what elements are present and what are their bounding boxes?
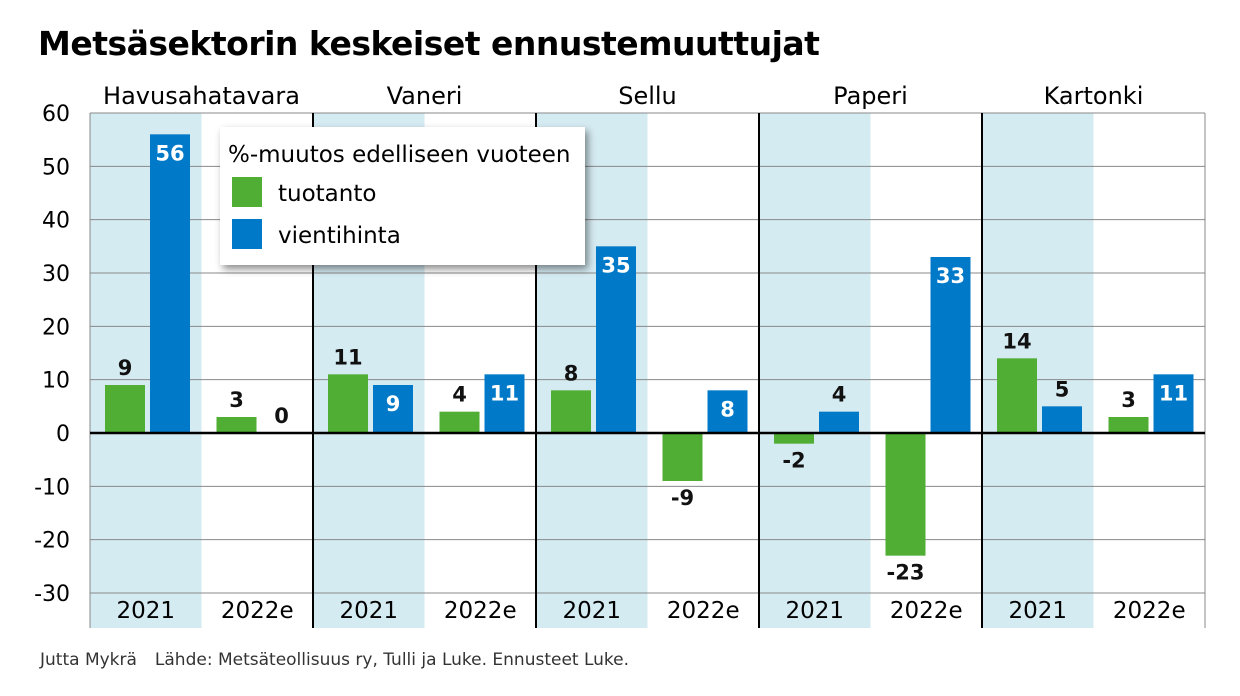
year-label: 2022e — [221, 598, 294, 624]
data-label-vientihinta: 33 — [936, 264, 965, 288]
data-label-tuotanto: 3 — [229, 388, 244, 412]
shade-band-2021 — [759, 113, 871, 628]
bar-vientihinta — [484, 374, 525, 433]
year-label: 2022e — [667, 598, 740, 624]
bar-vientihinta — [150, 134, 190, 434]
year-label: 2022e — [1113, 598, 1186, 624]
author-credit: Jutta Mykrä — [40, 650, 137, 670]
y-tick-label: 0 — [56, 422, 70, 447]
y-tick-label: -10 — [34, 475, 70, 500]
bar-tuotanto — [774, 433, 814, 444]
y-tick-label: 40 — [42, 209, 70, 234]
data-label-vientihinta: 8 — [720, 397, 735, 421]
data-label-vientihinta: 11 — [1159, 381, 1188, 405]
bar-tuotanto — [216, 417, 257, 433]
bar-tuotanto — [105, 385, 145, 433]
bar-tuotanto — [551, 390, 591, 433]
bar-vientihinta — [707, 390, 748, 433]
data-label-tuotanto: 4 — [452, 383, 467, 407]
data-label-vientihinta: 4 — [832, 383, 847, 407]
data-label-tuotanto: 14 — [1002, 329, 1031, 353]
data-label-vientihinta: 11 — [490, 381, 519, 405]
legend-title: %-muutos edelliseen vuoteen — [228, 142, 571, 168]
data-label-tuotanto: -23 — [887, 561, 925, 585]
data-label-vientihinta: 5 — [1055, 377, 1070, 401]
y-tick-label: -20 — [34, 529, 70, 554]
year-label: 2021 — [339, 598, 398, 624]
legend-box — [220, 127, 585, 265]
y-tick-label: 50 — [42, 155, 70, 180]
legend-swatch-vientihinta — [232, 219, 262, 249]
source-note: Lähde: Metsäteollisuus ry, Tulli ja Luke… — [154, 650, 630, 670]
data-label-tuotanto: 3 — [1121, 388, 1136, 412]
y-tick-label: 10 — [42, 369, 70, 394]
y-tick-label: 30 — [42, 262, 70, 287]
data-label-tuotanto: -9 — [671, 486, 694, 510]
year-label: 2022e — [444, 598, 517, 624]
data-label-tuotanto: 11 — [333, 345, 362, 369]
data-label-vientihinta: 9 — [386, 392, 401, 416]
bar-vientihinta — [1153, 374, 1194, 433]
data-label-vientihinta: 0 — [274, 404, 289, 428]
footer: Jutta Mykrä Lähde: Metsäteollisuus ry, Tu… — [40, 650, 647, 670]
bar-tuotanto — [439, 411, 480, 433]
chart-title: Metsäsektorin keskeiset ennustemuuttujat — [38, 24, 820, 63]
group-label: Sellu — [618, 82, 677, 110]
group-label: Kartonki — [1044, 82, 1144, 110]
bar-tuotanto — [328, 374, 368, 433]
data-label-tuotanto: -2 — [782, 449, 805, 473]
group-label: Paperi — [833, 82, 908, 110]
bar-vientihinta — [596, 246, 636, 433]
bar-tuotanto — [1108, 417, 1149, 433]
bar-tuotanto — [662, 433, 703, 481]
data-label-tuotanto: 9 — [118, 356, 133, 380]
bar-vientihinta — [819, 411, 859, 433]
group-label: Havusahatavara — [103, 82, 300, 110]
data-label-vientihinta: 35 — [601, 253, 630, 277]
data-label-tuotanto: 8 — [564, 361, 579, 385]
group-label: Vaneri — [387, 82, 463, 110]
year-label: 2021 — [1008, 598, 1067, 624]
bar-vientihinta — [930, 257, 971, 433]
legend-label-vientihinta: vientihinta — [278, 223, 401, 249]
bar-tuotanto — [885, 433, 926, 556]
y-tick-label: -30 — [34, 582, 70, 607]
bar-vientihinta — [373, 385, 413, 433]
data-label-vientihinta: 56 — [155, 141, 184, 165]
year-label: 2021 — [116, 598, 175, 624]
year-label: 2022e — [890, 598, 963, 624]
legend-label-tuotanto: tuotanto — [278, 181, 376, 207]
legend-swatch-tuotanto — [232, 177, 262, 207]
year-label: 2021 — [785, 598, 844, 624]
y-tick-label: 60 — [42, 102, 70, 127]
bar-tuotanto — [997, 358, 1037, 433]
year-label: 2021 — [562, 598, 621, 624]
bar-vientihinta — [1042, 406, 1082, 433]
y-tick-label: 20 — [42, 315, 70, 340]
